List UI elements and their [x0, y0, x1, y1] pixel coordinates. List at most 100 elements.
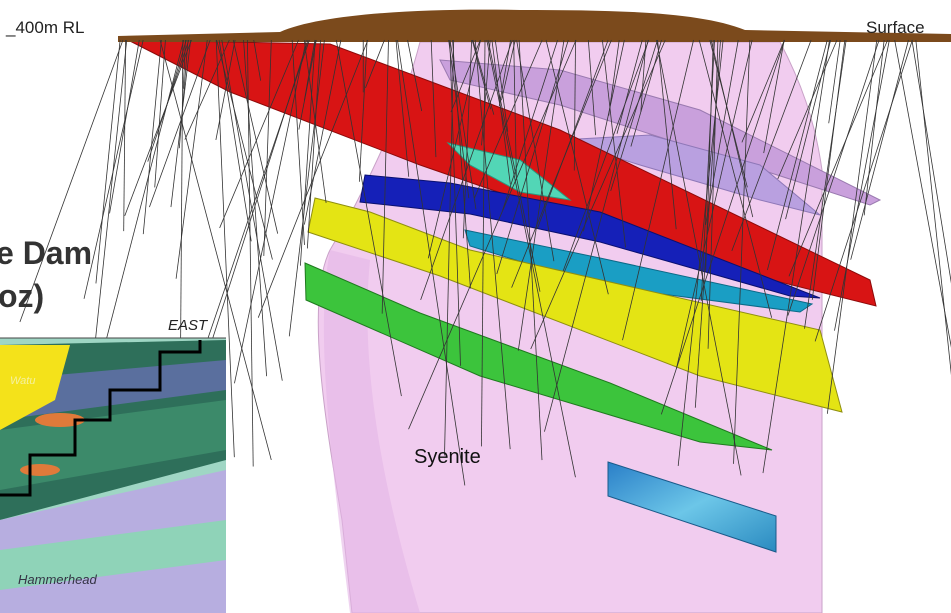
drill-hole	[408, 39, 577, 430]
drill-hole	[335, 39, 402, 397]
drill-hole	[221, 39, 283, 381]
drill-hole	[733, 39, 751, 464]
drill-hole	[182, 39, 186, 89]
drill-hole	[216, 39, 273, 260]
drill-hole	[306, 39, 321, 249]
drill-hole	[365, 39, 385, 89]
drill-hole	[358, 39, 368, 182]
drill-hole	[487, 39, 541, 292]
drill-hole	[583, 39, 625, 232]
drill-hole	[536, 39, 609, 229]
drill-hole	[498, 39, 512, 107]
drill-hole	[700, 39, 715, 302]
drill-hole	[545, 39, 609, 295]
drill-hole	[863, 39, 885, 216]
drill-hole	[449, 39, 477, 210]
drill-hole	[175, 39, 208, 279]
drill-hole	[630, 39, 662, 147]
drill-hole	[234, 39, 307, 384]
drill-hole	[622, 39, 694, 341]
drill-hole	[407, 39, 423, 112]
drill-hole	[601, 39, 626, 248]
drill-hole	[788, 39, 888, 277]
drill-hole	[811, 39, 846, 300]
drill-hole	[705, 39, 714, 272]
drill-hole	[501, 39, 516, 101]
drill-hole	[263, 39, 272, 256]
drill-hole	[83, 39, 144, 299]
drill-hole	[911, 39, 951, 284]
inset-label: Hammerhead	[18, 572, 98, 587]
drill-hole	[471, 39, 492, 110]
drill-hole	[299, 39, 316, 266]
inset-direction: EAST	[168, 317, 209, 334]
drill-hole	[698, 39, 773, 318]
drill-hole	[657, 39, 677, 230]
drill-hole	[257, 39, 369, 318]
drill-hole	[123, 39, 127, 232]
drill-hole	[452, 39, 471, 289]
drill-hole	[731, 39, 812, 252]
drill-hole	[834, 39, 890, 331]
drill-hole	[397, 39, 466, 486]
drill-hole	[610, 39, 658, 191]
drill-hole	[826, 39, 878, 414]
drill-hole	[303, 39, 342, 225]
drill-hole	[218, 39, 252, 242]
drill-hole	[19, 39, 124, 323]
title-line-2: oz)	[0, 278, 44, 314]
drill-hole	[502, 39, 559, 211]
drill-hole	[915, 39, 951, 376]
lode-blue-box	[607, 461, 777, 553]
inset-label: Watu	[10, 375, 35, 387]
drill-holes	[19, 39, 951, 486]
inset-map	[0, 338, 226, 613]
drill-hole	[142, 39, 162, 235]
drill-hole	[474, 39, 511, 450]
drill-hole	[804, 39, 847, 329]
drill-hole	[894, 39, 951, 348]
drill-hole	[814, 39, 913, 342]
drill-hole	[215, 39, 235, 458]
drill-hole	[178, 39, 189, 149]
drill-hole	[95, 39, 121, 284]
drill-hole	[232, 39, 279, 234]
drill-hole	[777, 39, 838, 180]
drill-hole	[828, 39, 841, 124]
drill-hole	[511, 39, 612, 288]
drill-hole	[707, 39, 719, 349]
drill-hole	[215, 39, 236, 141]
drill-hole	[496, 39, 569, 275]
drill-hole	[195, 39, 310, 374]
drill-hole	[159, 39, 272, 461]
drill-hole	[762, 39, 830, 474]
drill-hole	[149, 39, 211, 208]
drill-hole	[247, 39, 254, 467]
drill-hole	[89, 39, 128, 396]
drill-hole	[291, 39, 305, 245]
drill-hole	[741, 39, 785, 143]
drill-hole	[530, 39, 666, 350]
drill-hole	[616, 39, 643, 134]
lode-lilac-2	[559, 134, 821, 216]
drill-hole	[705, 39, 739, 225]
drill-hole	[124, 39, 192, 217]
title-line-1: e Dam	[0, 235, 92, 271]
drill-hole	[427, 39, 481, 259]
drill-hole	[517, 39, 565, 351]
drill-hole	[562, 39, 650, 272]
drill-hole	[494, 39, 509, 132]
drill-hole	[243, 39, 267, 377]
drill-hole	[656, 39, 742, 476]
drill-hole	[513, 39, 517, 177]
drill-hole	[253, 39, 262, 81]
drill-hole	[170, 39, 192, 208]
lode-yellow	[307, 197, 843, 413]
syenite-label: Syenite	[414, 446, 481, 468]
drill-hole	[449, 39, 461, 366]
drill-hole	[677, 39, 724, 466]
drill-hole	[767, 39, 828, 271]
lode-green	[304, 262, 773, 451]
